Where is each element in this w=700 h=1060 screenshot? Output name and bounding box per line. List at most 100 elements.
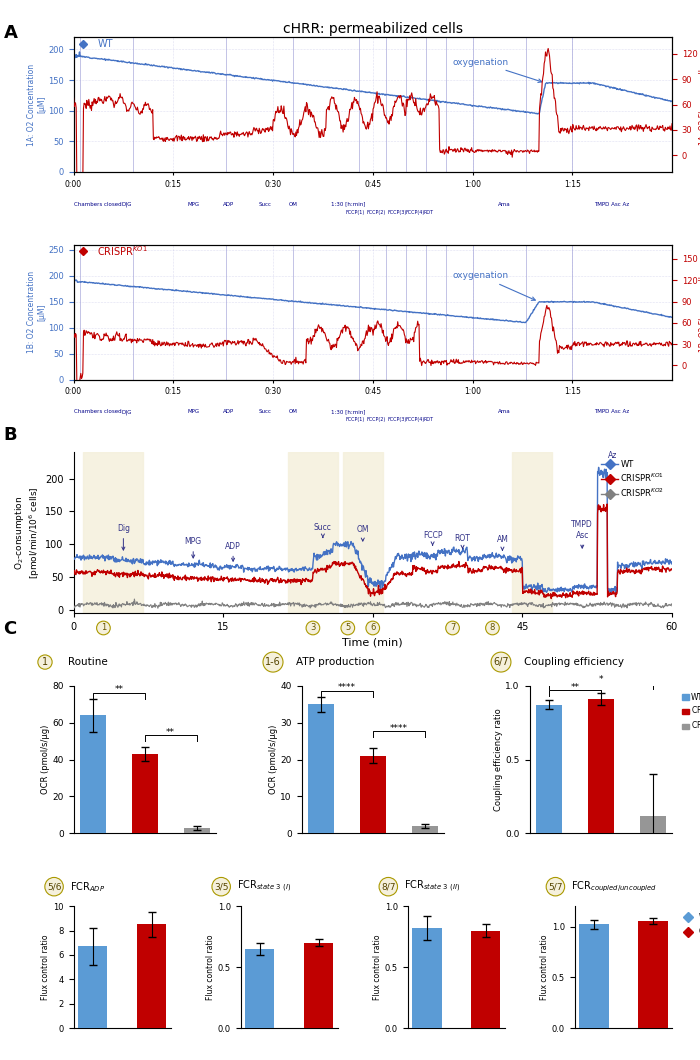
- Text: 1-6: 1-6: [265, 657, 281, 667]
- Text: **: **: [114, 685, 123, 694]
- Text: 3: 3: [310, 623, 316, 633]
- Text: ADP: ADP: [225, 542, 241, 561]
- Text: ****: ****: [338, 684, 356, 692]
- Text: Succ: Succ: [259, 201, 272, 207]
- Text: Succ: Succ: [314, 523, 332, 537]
- Text: OM: OM: [356, 526, 369, 541]
- Text: ATP production: ATP production: [296, 657, 374, 667]
- Bar: [512, 453, 552, 613]
- Text: FCCP(3): FCCP(3): [388, 418, 407, 422]
- Y-axis label: OCR (pmol/s/µg): OCR (pmol/s/µg): [41, 725, 50, 794]
- Bar: [132, 754, 158, 833]
- Text: **: **: [570, 683, 580, 691]
- Text: 6/7: 6/7: [494, 657, 509, 667]
- Y-axis label: Flux control ratio: Flux control ratio: [373, 935, 382, 1000]
- Text: MPG: MPG: [185, 537, 202, 558]
- Y-axis label: Coupling efficiency ratio: Coupling efficiency ratio: [494, 708, 503, 811]
- Legend: WT, CRISPR$^{KO1}$: WT, CRISPR$^{KO1}$: [678, 911, 700, 940]
- Text: Chambers closed: Chambers closed: [74, 201, 121, 207]
- Text: FCCP(4): FCCP(4): [406, 210, 425, 215]
- Bar: [343, 453, 383, 613]
- Y-axis label: Flux control ratio: Flux control ratio: [41, 935, 50, 1000]
- Text: D|G: D|G: [121, 409, 132, 414]
- Text: ROT: ROT: [454, 534, 470, 549]
- Text: FCR$_{state\ 3\ (I)}$: FCR$_{state\ 3\ (I)}$: [237, 879, 290, 895]
- Bar: [360, 756, 386, 833]
- Text: A: A: [4, 24, 18, 42]
- Text: **: **: [166, 727, 175, 737]
- Text: FCR$_{ADP}$: FCR$_{ADP}$: [69, 880, 105, 894]
- Text: D|G: D|G: [121, 201, 132, 207]
- Text: Coupling efficiency: Coupling efficiency: [524, 657, 624, 667]
- Text: 3/5: 3/5: [214, 882, 228, 891]
- Text: TMPD
Asc: TMPD Asc: [571, 520, 593, 548]
- Text: AM: AM: [496, 535, 508, 550]
- Text: TMPD Asc Az: TMPD Asc Az: [594, 201, 629, 207]
- Text: Chambers closed: Chambers closed: [74, 409, 121, 414]
- Text: TMPD Asc Az: TMPD Asc Az: [594, 409, 629, 414]
- Bar: [412, 929, 442, 1028]
- Bar: [83, 453, 144, 613]
- Bar: [245, 949, 274, 1028]
- Bar: [471, 931, 500, 1028]
- Text: ADP: ADP: [223, 201, 235, 207]
- Text: 7: 7: [450, 623, 455, 633]
- Text: OM: OM: [289, 409, 298, 414]
- Text: oxygenation: oxygenation: [452, 271, 536, 300]
- Bar: [304, 942, 333, 1028]
- Y-axis label: OCR (pmol/s/µg): OCR (pmol/s/µg): [269, 725, 277, 794]
- Y-axis label: O$_2$-consumption
[pmol/min/10$^6$ cells]: O$_2$-consumption [pmol/min/10$^6$ cells…: [13, 487, 43, 579]
- Bar: [136, 924, 166, 1028]
- Bar: [536, 705, 562, 833]
- Bar: [183, 828, 209, 833]
- Title: cHRR: permeabilized cells: cHRR: permeabilized cells: [283, 22, 463, 36]
- Text: WT: WT: [97, 39, 113, 49]
- Y-axis label: 1A: O2 Flow per cells
[pmol/(s*Mill)]: 1A: O2 Flow per cells [pmol/(s*Mill)]: [699, 65, 700, 144]
- Text: FCCP: FCCP: [423, 531, 442, 545]
- Text: FCCP(1): FCCP(1): [346, 210, 365, 215]
- Text: ROT: ROT: [424, 210, 434, 215]
- Text: Routine: Routine: [68, 657, 108, 667]
- Text: oxygenation: oxygenation: [452, 57, 542, 83]
- Text: B: B: [4, 426, 17, 444]
- Text: Ama: Ama: [498, 201, 511, 207]
- Y-axis label: 1B: O2 Flow per cells
[pmol/(s*Mill)]: 1B: O2 Flow per cells [pmol/(s*Mill)]: [699, 272, 700, 352]
- Y-axis label: 1A: O2 Concentration
[μM]: 1A: O2 Concentration [μM]: [27, 64, 47, 145]
- Bar: [640, 816, 666, 833]
- Text: ADP: ADP: [223, 409, 235, 414]
- Text: CRISPR$^{KO1}$: CRISPR$^{KO1}$: [97, 245, 148, 259]
- Bar: [580, 924, 609, 1028]
- Text: FCCP(3): FCCP(3): [388, 210, 407, 215]
- Text: FCR$_{state\ 3\ (II)}$: FCR$_{state\ 3\ (II)}$: [404, 879, 460, 895]
- Bar: [78, 947, 107, 1028]
- Text: Succ: Succ: [259, 409, 272, 414]
- Legend: WT, CRISPR$^{KO1}$, CRISPR$^{KO2}$: WT, CRISPR$^{KO1}$, CRISPR$^{KO2}$: [679, 689, 700, 734]
- Text: Dig: Dig: [117, 524, 130, 550]
- Text: FCR$_{coupled/uncoupled}$: FCR$_{coupled/uncoupled}$: [571, 880, 657, 894]
- Bar: [638, 921, 668, 1028]
- Text: 5/7: 5/7: [548, 882, 563, 891]
- Text: 5: 5: [345, 623, 351, 633]
- Text: *: *: [598, 675, 603, 684]
- Bar: [308, 704, 334, 833]
- Bar: [288, 453, 338, 613]
- Text: 1:30 [h:min]: 1:30 [h:min]: [331, 201, 365, 207]
- Text: MPG: MPG: [187, 201, 199, 207]
- Text: 1: 1: [101, 623, 106, 633]
- Text: 5/6: 5/6: [47, 882, 62, 891]
- Text: Ama: Ama: [498, 409, 511, 414]
- Y-axis label: Flux control ratio: Flux control ratio: [540, 935, 550, 1000]
- Text: FCCP(1): FCCP(1): [346, 418, 365, 422]
- Text: 6: 6: [370, 623, 375, 633]
- X-axis label: Time (min): Time (min): [342, 637, 403, 648]
- Text: 1:30 [h:min]: 1:30 [h:min]: [331, 409, 365, 414]
- Bar: [80, 716, 106, 833]
- Text: Az: Az: [608, 450, 617, 466]
- Bar: [588, 699, 614, 833]
- Text: C: C: [4, 620, 17, 638]
- Text: ****: ****: [390, 724, 407, 732]
- Text: 8: 8: [490, 623, 495, 633]
- Y-axis label: 1B: O2 Concentration
[μM]: 1B: O2 Concentration [μM]: [27, 271, 47, 353]
- Bar: [412, 826, 438, 833]
- Text: ROT: ROT: [424, 418, 434, 422]
